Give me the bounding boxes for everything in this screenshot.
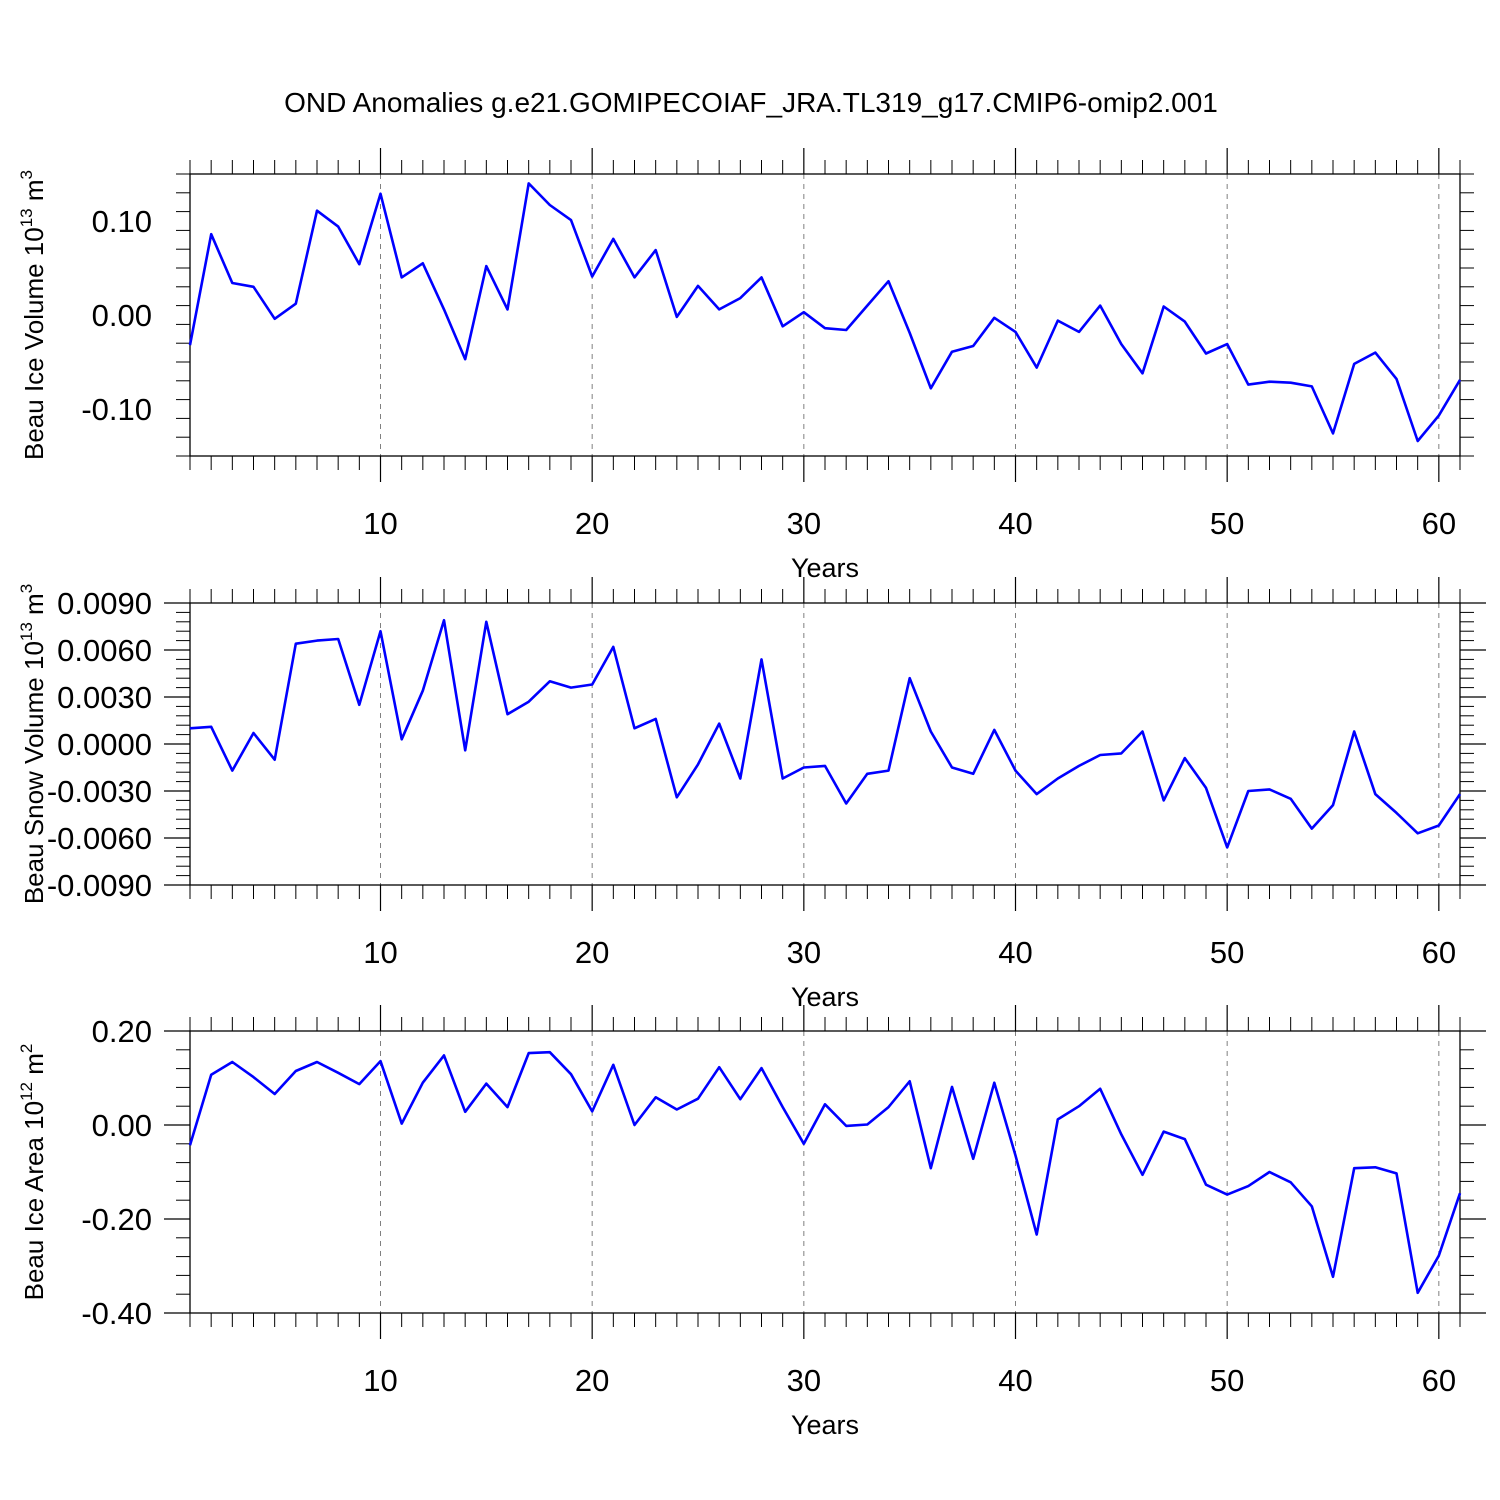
y-axis-label: Beau Snow Volume 1013 m3 (17, 584, 49, 904)
y-axis-label: Beau Ice Volume 1013 m3 (17, 170, 49, 460)
x-axis-label: Years (791, 553, 859, 583)
plot-frame (189, 173, 1461, 457)
y-axis-label-text: Beau Ice Volume 10 (19, 227, 49, 460)
figure-title: OND Anomalies g.e21.GOMIPECOIAF_JRA.TL31… (284, 87, 1218, 118)
y-tick-label: 0.10 (92, 204, 152, 239)
y-tick-label: 0.0090 (57, 586, 152, 621)
x-tick-label: 20 (575, 506, 609, 541)
y-tick-label: 0.0000 (57, 727, 152, 762)
x-tick-label: 50 (1210, 935, 1244, 970)
y-tick-label: -0.20 (81, 1202, 152, 1237)
y-axis-label-unit: m (19, 179, 49, 208)
x-tick-label: 50 (1210, 506, 1244, 541)
x-tick-label: 10 (363, 506, 397, 541)
panel-2: 0.0090 0.0060 0.0030 0.0000 -0.0030 -0.0060 -0… (17, 577, 1486, 1012)
x-tick-label: 30 (787, 506, 821, 541)
x-tick-label: 40 (998, 1363, 1032, 1398)
x-tick-label: 10 (363, 1363, 397, 1398)
x-tick-label: 40 (998, 506, 1032, 541)
x-tick-label: 20 (575, 1363, 609, 1398)
y-tick-label: 0.0030 (57, 680, 152, 715)
y-axis-label-unit-exponent: 3 (17, 584, 36, 593)
y-tick-label: -0.0090 (47, 868, 152, 903)
y-tick-label: 0.00 (92, 298, 152, 333)
y-tick-label: -0.0030 (47, 774, 152, 809)
x-tick-label: 20 (575, 935, 609, 970)
y-axis-label-unit: m (19, 593, 49, 622)
y-tick-label: 0.0060 (57, 633, 152, 668)
x-tick-label: 10 (363, 935, 397, 970)
x-axis-label: Years (791, 1410, 859, 1440)
x-tick-label: 50 (1210, 1363, 1244, 1398)
x-tick-label: 40 (998, 935, 1032, 970)
panel-1: 0.10 0.00 -0.10 10 20 30 40 50 60 Years Beau Ice V… (17, 148, 1474, 583)
y-tick-label: -0.0060 (47, 821, 152, 856)
panel-3: 0.20 0.00 -0.20 -0.40 10 20 30 40 50 60 Years Beau … (17, 1005, 1486, 1440)
y-axis-label-text: Beau Ice Area 10 (19, 1101, 49, 1300)
x-tick-label: 60 (1422, 506, 1456, 541)
x-tick-label: 60 (1422, 1363, 1456, 1398)
x-tick-label: 60 (1422, 935, 1456, 970)
plot-frame (189, 1030, 1461, 1314)
y-axis-label-text: Beau Snow Volume 10 (19, 641, 49, 904)
y-axis-label-unit: m (19, 1053, 49, 1082)
y-axis-label-exponent: 13 (17, 208, 36, 227)
y-tick-label: 0.00 (92, 1108, 152, 1143)
x-axis-label: Years (791, 982, 859, 1012)
plot-frame (189, 602, 1461, 886)
y-tick-label: -0.40 (81, 1296, 152, 1331)
y-axis-label-unit-exponent: 3 (17, 170, 36, 179)
y-tick-label: -0.10 (81, 392, 152, 427)
y-tick-label: 0.20 (92, 1014, 152, 1049)
y-axis-label-exponent: 12 (17, 1082, 36, 1101)
panels: 0.10 0.00 -0.10 10 20 30 40 50 60 Years Beau Ice V… (17, 148, 1486, 1440)
y-axis-label: Beau Ice Area 1012 m2 (17, 1044, 49, 1301)
x-tick-label: 30 (787, 935, 821, 970)
y-axis-label-unit-exponent: 2 (17, 1044, 36, 1053)
x-tick-label: 30 (787, 1363, 821, 1398)
y-axis-label-exponent: 13 (17, 622, 36, 641)
